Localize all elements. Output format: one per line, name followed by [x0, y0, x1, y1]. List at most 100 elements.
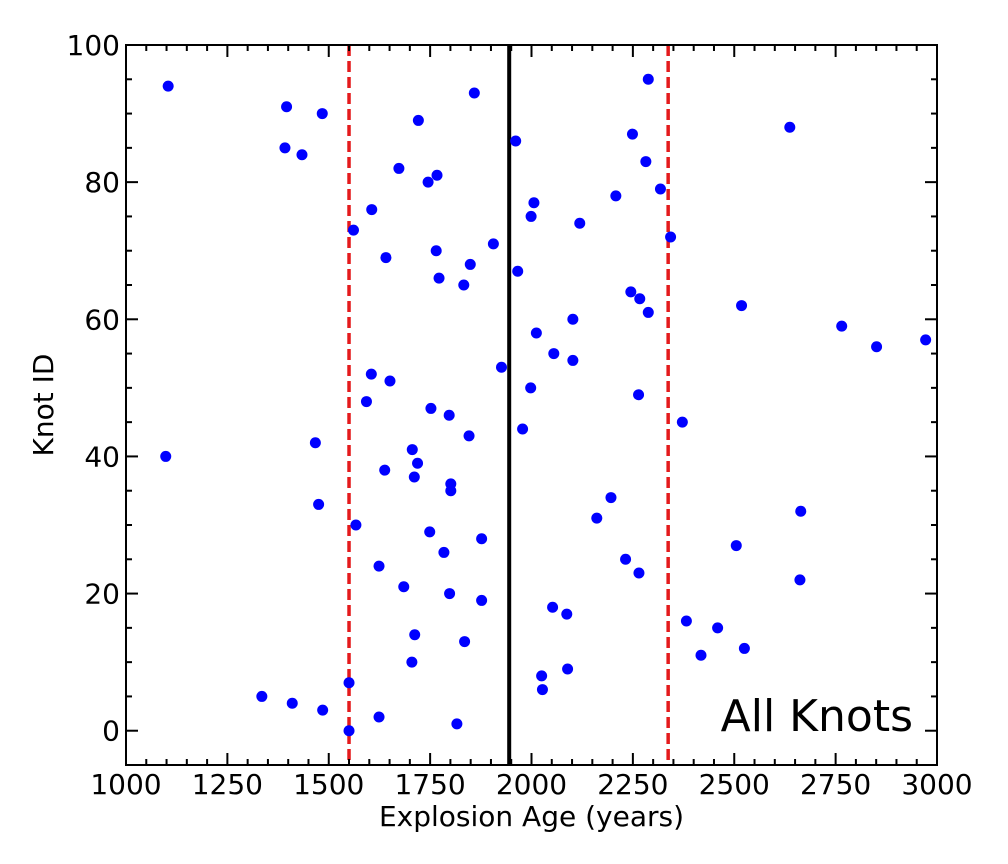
data-point: [379, 464, 391, 476]
data-point: [459, 636, 471, 648]
data-point: [309, 437, 321, 449]
data-point: [561, 608, 573, 620]
x-tick-label: 2250: [597, 768, 668, 801]
data-point: [463, 430, 475, 442]
x-tick-label: 2750: [800, 768, 871, 801]
data-point: [451, 718, 463, 730]
data-point: [795, 505, 807, 517]
data-point: [620, 553, 632, 565]
y-tick-label: 60: [84, 303, 120, 336]
x-tick-label: 1500: [293, 768, 364, 801]
data-point: [431, 169, 443, 181]
data-points: [160, 73, 932, 737]
data-point: [642, 306, 654, 318]
data-point: [162, 80, 174, 92]
data-point: [279, 142, 291, 154]
data-point: [408, 471, 420, 483]
data-point: [281, 101, 293, 113]
data-point: [640, 156, 652, 168]
data-point: [633, 389, 645, 401]
data-point: [487, 238, 499, 250]
x-tick-label: 1000: [90, 768, 161, 801]
data-point: [610, 190, 622, 202]
data-point: [380, 252, 392, 264]
data-point: [422, 176, 434, 188]
data-point: [517, 423, 529, 435]
data-point: [406, 444, 418, 456]
data-point: [464, 258, 476, 270]
data-point: [433, 272, 445, 284]
data-point: [567, 313, 579, 325]
data-point: [412, 114, 424, 126]
data-point: [712, 622, 724, 634]
data-point: [406, 656, 418, 668]
x-tick-label: 1750: [394, 768, 465, 801]
data-point: [730, 540, 742, 552]
data-point: [430, 245, 442, 257]
y-axis-label: Knot ID: [27, 354, 60, 457]
y-tick-label: 100: [67, 29, 120, 62]
data-point: [384, 375, 396, 387]
data-point: [468, 87, 480, 99]
data-point: [633, 567, 645, 579]
data-point: [547, 601, 559, 613]
x-axis-label: Explosion Age (years): [379, 800, 684, 833]
data-point: [445, 478, 457, 490]
y-tick-label: 20: [84, 578, 120, 611]
data-point: [626, 128, 638, 140]
data-point: [871, 341, 883, 353]
x-tick-label: 3000: [901, 768, 972, 801]
data-point: [343, 725, 355, 737]
data-point: [398, 581, 410, 593]
data-point: [317, 704, 329, 716]
data-point: [458, 279, 470, 291]
chart-annotation: All Knots: [721, 691, 913, 742]
data-point: [695, 649, 707, 661]
data-point: [495, 361, 507, 373]
data-point: [350, 519, 362, 531]
data-point: [574, 217, 586, 229]
data-point: [424, 526, 436, 538]
data-point: [525, 210, 537, 222]
data-point: [680, 615, 692, 627]
data-point: [738, 642, 750, 654]
data-point: [343, 677, 355, 689]
data-point: [634, 293, 646, 305]
data-point: [512, 265, 524, 277]
reference-lines: [347, 45, 670, 765]
data-point: [625, 286, 637, 298]
data-point: [360, 396, 372, 408]
data-point: [567, 354, 579, 366]
data-point: [836, 320, 848, 332]
data-point: [256, 690, 268, 702]
data-point: [373, 711, 385, 723]
data-point: [562, 663, 574, 675]
axis-tick-labels: 1000 1250 1500 1750 2000 2250 2500 2750 3000 0 20 4…: [67, 29, 973, 801]
y-tick-label: 80: [84, 166, 120, 199]
axis-ticks: [125, 44, 938, 765]
data-point: [736, 300, 748, 312]
data-point: [654, 183, 666, 195]
data-point: [525, 382, 537, 394]
data-point: [313, 498, 325, 510]
data-point: [548, 348, 560, 360]
data-point: [665, 231, 677, 243]
data-point: [794, 574, 806, 586]
data-point: [591, 512, 603, 524]
data-point: [409, 629, 421, 641]
data-point: [160, 450, 172, 462]
x-tick-label: 2000: [496, 768, 567, 801]
data-point: [347, 224, 359, 236]
data-point: [536, 670, 548, 682]
x-tick-label: 1250: [192, 768, 263, 801]
data-point: [444, 588, 456, 600]
y-tick-label: 0: [102, 715, 120, 748]
data-point: [438, 546, 450, 558]
data-point: [676, 416, 688, 428]
data-point: [510, 135, 522, 147]
x-tick-label: 2500: [699, 768, 770, 801]
data-point: [316, 108, 328, 120]
data-point: [393, 162, 405, 174]
data-point: [642, 73, 654, 85]
